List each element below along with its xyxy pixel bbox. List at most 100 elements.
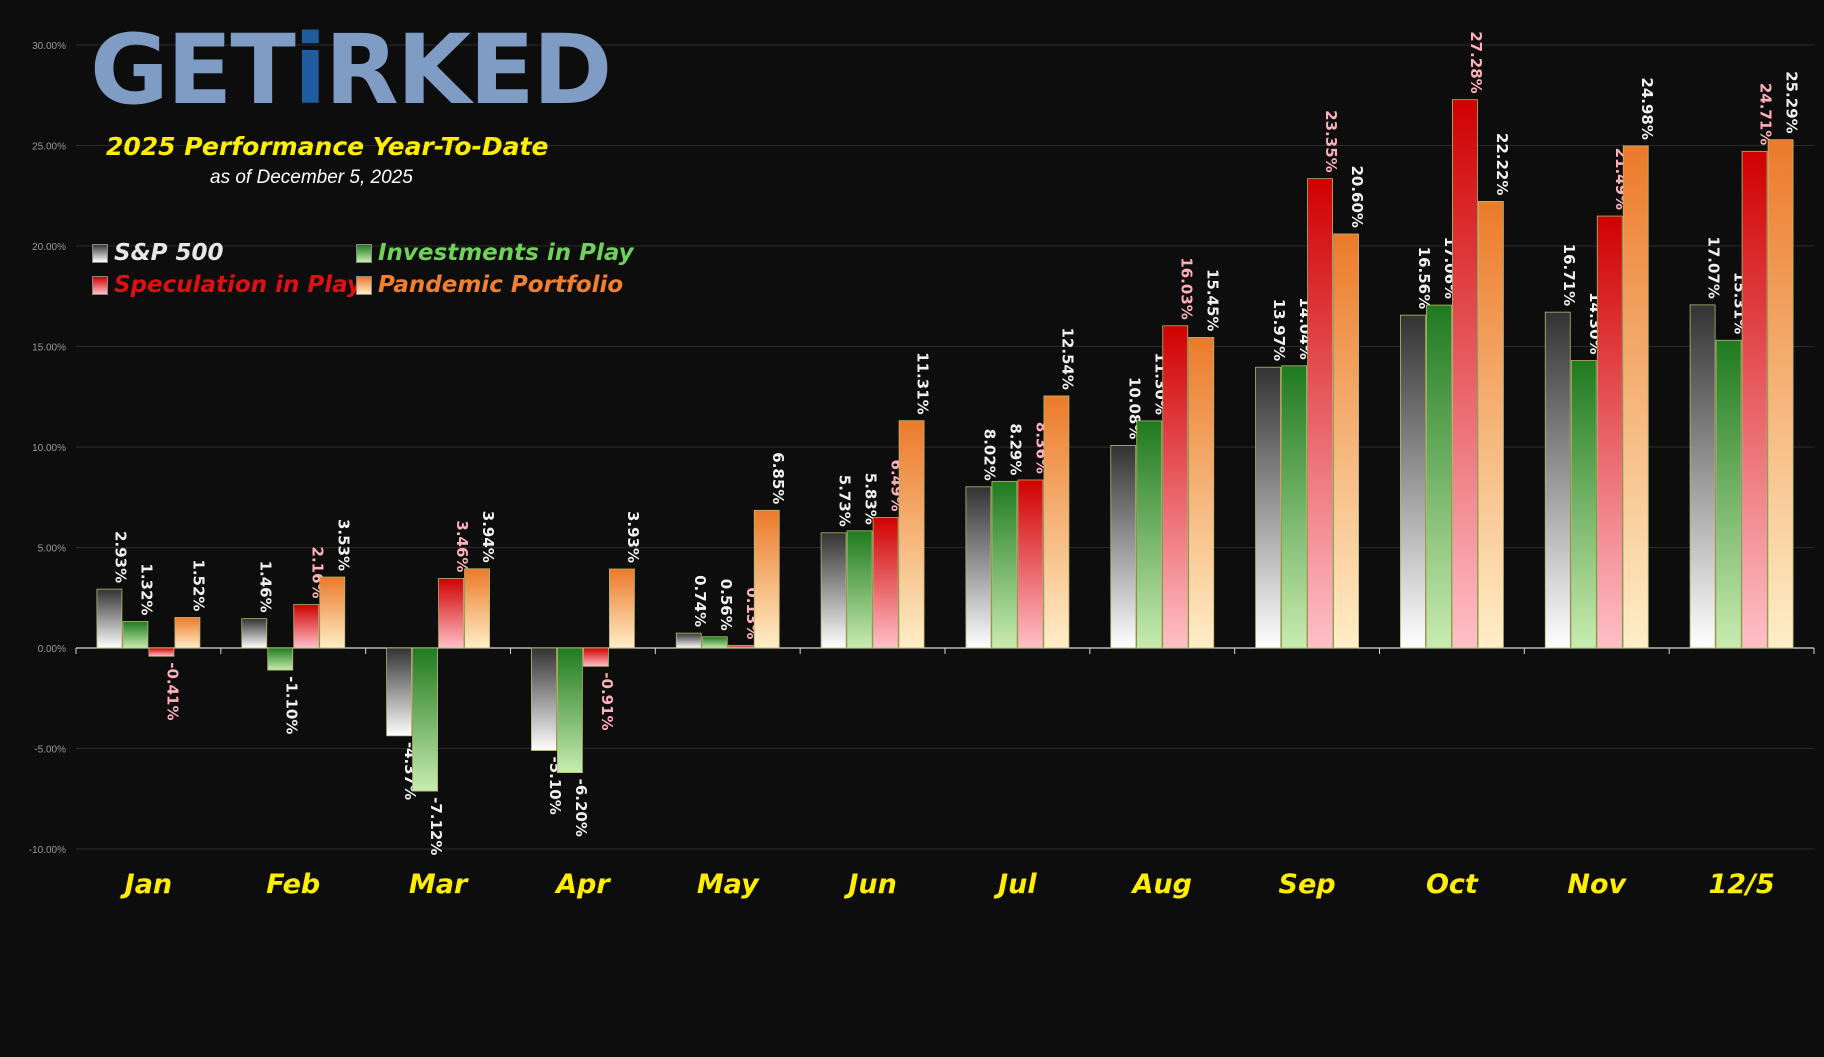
y-tick-label: -5.00% (34, 745, 66, 756)
data-label: 0.74% (691, 575, 709, 627)
y-tick-label: 5.00% (38, 544, 66, 555)
bar-speculation-in-play (1017, 479, 1044, 649)
y-tick-label: 25.00% (32, 142, 66, 153)
legend-item-sp500: S&P 500 (92, 240, 224, 266)
data-label: 1.46% (256, 561, 274, 613)
x-category-label: Aug (1131, 869, 1192, 900)
data-label: 3.94% (479, 511, 497, 563)
as-of-date: as of December 5, 2025 (210, 167, 413, 188)
x-category-label: Nov (1567, 869, 1627, 900)
y-tick-label: 10.00% (32, 443, 66, 454)
x-category-label: Oct (1426, 869, 1479, 900)
bar-investments-in-play (1281, 365, 1307, 649)
logo: GETiRKED (90, 22, 612, 118)
data-label: 5.83% (862, 473, 880, 525)
bar-pandemic-portfolio (1188, 337, 1215, 649)
data-label: 22.22% (1493, 133, 1511, 195)
data-label: 0.56% (717, 579, 735, 631)
bar-s-p-500 (386, 647, 412, 737)
x-category-label: Mar (409, 869, 469, 900)
bar-pandemic-portfolio (1767, 139, 1794, 649)
bar-s-p-500 (1400, 314, 1426, 649)
bar-s-p-500 (241, 618, 268, 649)
bar-pandemic-portfolio (464, 568, 490, 649)
data-label: 1.52% (189, 559, 207, 611)
logo-text-i: i (293, 14, 327, 126)
legend-label-sp500: S&P 500 (114, 240, 224, 266)
chart-subtitle: 2025 Performance Year-To-Date (106, 132, 549, 161)
bar-investments-in-play (991, 480, 1018, 649)
bar-pandemic-portfolio (1333, 233, 1359, 649)
bar-speculation-in-play (1307, 178, 1333, 649)
y-tick-label: 15.00% (32, 343, 66, 354)
x-category-label: May (697, 869, 760, 900)
data-label: 20.60% (1348, 165, 1366, 227)
bar-speculation-in-play (293, 604, 320, 649)
logo-text-rked: RKED (324, 14, 613, 126)
bar-speculation-in-play (727, 644, 754, 649)
data-label: 24.71% (1757, 83, 1775, 145)
bar-pandemic-portfolio (609, 568, 635, 649)
bar-s-p-500 (96, 588, 123, 649)
bar-s-p-500 (965, 486, 992, 649)
data-label: 16.56% (1415, 247, 1433, 309)
data-label: 25.29% (1783, 71, 1801, 133)
bar-s-p-500 (820, 532, 847, 649)
bar-investments-in-play (846, 530, 873, 649)
bar-speculation-in-play (1596, 215, 1623, 649)
bar-speculation-in-play (1741, 150, 1768, 649)
data-label: -0.91% (598, 672, 616, 730)
bar-s-p-500 (1689, 304, 1716, 649)
data-label: 13.97% (1270, 299, 1288, 361)
data-label: 8.29% (1006, 423, 1024, 475)
data-label: -0.41% (163, 662, 181, 720)
bar-pandemic-portfolio (753, 509, 780, 649)
data-label: 3.53% (334, 519, 352, 571)
bar-pandemic-portfolio (174, 617, 201, 649)
bar-investments-in-play (122, 621, 149, 649)
data-label: -1.10% (282, 676, 300, 734)
legend-label-speculation: Speculation in Play (114, 272, 362, 298)
bar-s-p-500 (531, 647, 557, 751)
bar-investments-in-play (1715, 339, 1742, 649)
data-label: 15.45% (1203, 269, 1221, 331)
x-category-label: Jun (843, 869, 897, 900)
data-label: 24.98% (1638, 77, 1656, 139)
legend-swatch-sp500 (92, 243, 108, 263)
legend-label-pandemic: Pandemic Portfolio (378, 272, 624, 298)
x-category-label: Jul (993, 869, 1037, 900)
data-label: 3.46% (453, 520, 471, 572)
x-category-label: Apr (554, 869, 611, 900)
data-label: 16.71% (1560, 244, 1578, 306)
data-label: 2.93% (111, 531, 129, 583)
y-tick-label: 30.00% (32, 41, 66, 52)
bar-investments-in-play (1136, 420, 1163, 649)
bar-investments-in-play (412, 647, 438, 792)
bar-s-p-500 (1110, 444, 1137, 649)
y-tick-label: 20.00% (32, 242, 66, 253)
x-category-label: Jan (120, 869, 173, 900)
bar-pandemic-portfolio (1622, 145, 1649, 649)
bar-speculation-in-play (148, 647, 175, 657)
x-category-label: Sep (1279, 869, 1336, 900)
legend-swatch-pandemic (356, 275, 372, 295)
bar-pandemic-portfolio (1478, 200, 1504, 649)
legend-label-investments: Investments in Play (378, 240, 634, 266)
data-label: 16.03% (1177, 257, 1195, 319)
data-label: 17.07% (1705, 236, 1723, 298)
x-category-label: Feb (266, 869, 320, 900)
data-label: 8.02% (980, 429, 998, 481)
bar-speculation-in-play (438, 578, 464, 649)
data-label: 23.35% (1322, 110, 1340, 172)
data-label: 27.28% (1467, 31, 1485, 93)
bar-s-p-500 (1544, 311, 1571, 649)
data-label: 3.93% (624, 511, 642, 563)
data-label: 12.54% (1058, 327, 1076, 389)
bar-investments-in-play (701, 636, 728, 649)
legend-item-investments: Investments in Play (356, 240, 634, 266)
bar-speculation-in-play (872, 517, 899, 649)
y-tick-label: 0.00% (38, 644, 66, 655)
legend-item-speculation: Speculation in Play (92, 272, 362, 298)
